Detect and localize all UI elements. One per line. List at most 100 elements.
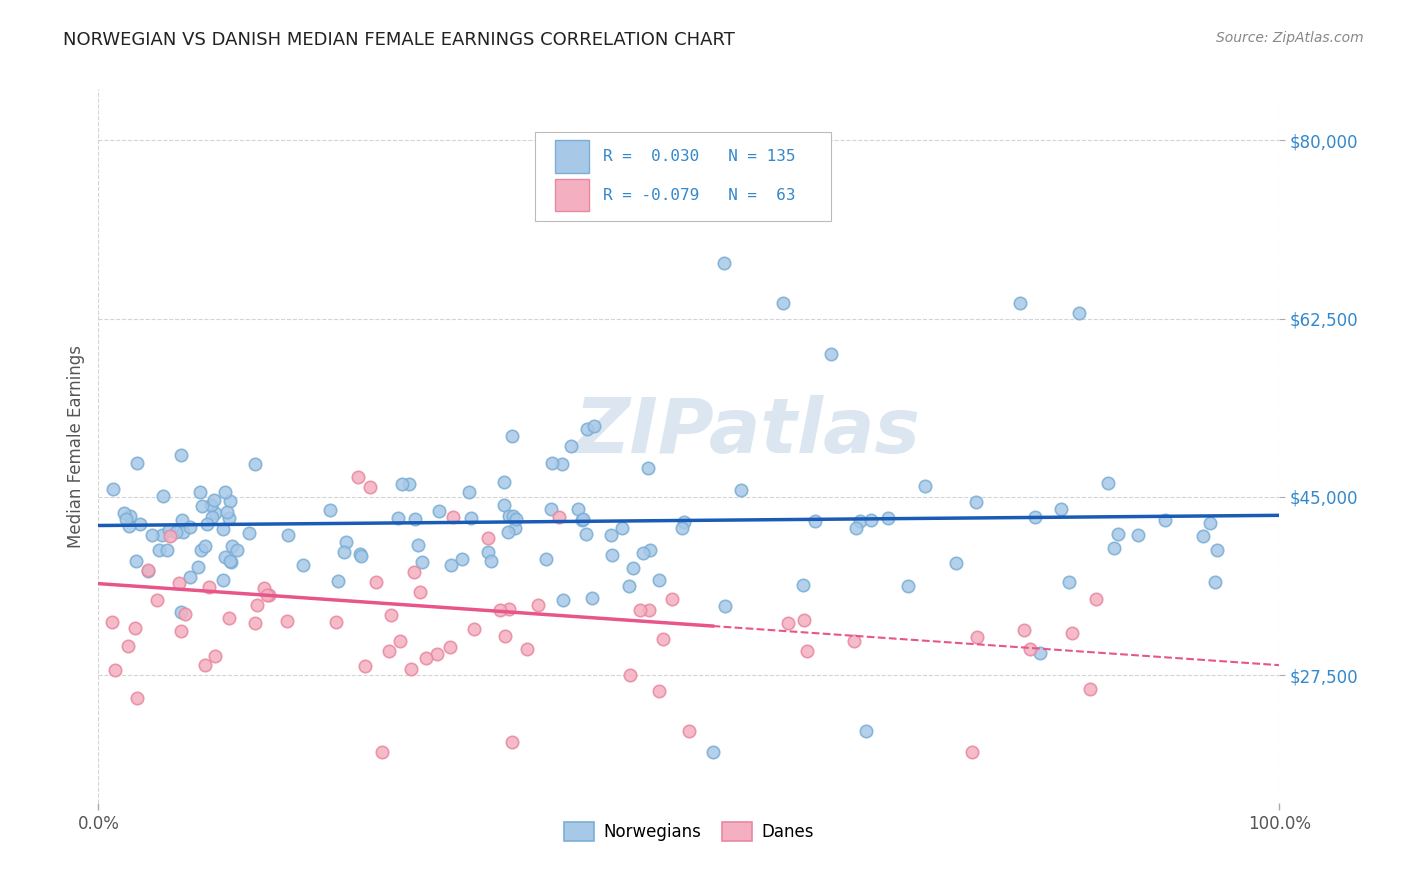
Point xyxy=(492,475,515,489)
Point xyxy=(170,605,193,619)
Point xyxy=(174,607,197,622)
Point xyxy=(218,610,240,624)
Point xyxy=(501,429,523,443)
Point xyxy=(125,690,148,705)
Point xyxy=(553,593,575,607)
Point xyxy=(148,543,170,558)
Point xyxy=(170,448,193,462)
Point xyxy=(221,540,243,554)
Point xyxy=(540,502,562,516)
Point xyxy=(962,745,984,759)
Point xyxy=(225,542,247,557)
Point xyxy=(198,580,221,594)
Point xyxy=(129,516,152,531)
Point xyxy=(494,498,516,512)
Point xyxy=(638,542,661,557)
Point xyxy=(845,521,868,535)
Point xyxy=(571,513,593,527)
Point xyxy=(477,545,499,559)
Point xyxy=(333,544,356,558)
FancyBboxPatch shape xyxy=(536,132,831,221)
Point xyxy=(567,501,589,516)
Point xyxy=(439,640,461,654)
Point xyxy=(404,511,426,525)
Point xyxy=(945,556,967,570)
Point xyxy=(101,482,124,496)
Point xyxy=(489,603,512,617)
FancyBboxPatch shape xyxy=(555,179,589,211)
Point xyxy=(581,591,603,605)
Point xyxy=(179,570,201,584)
Point xyxy=(477,531,499,545)
Point xyxy=(560,439,582,453)
Point xyxy=(277,528,299,542)
Point xyxy=(380,608,402,623)
Point xyxy=(257,588,280,602)
Point xyxy=(256,588,278,602)
Point xyxy=(170,624,193,639)
Point xyxy=(631,546,654,560)
Point xyxy=(1102,541,1125,555)
Point xyxy=(1084,591,1107,606)
Point xyxy=(118,519,141,533)
Point xyxy=(713,255,735,269)
Point xyxy=(170,513,193,527)
Point xyxy=(378,644,401,658)
FancyBboxPatch shape xyxy=(555,140,589,172)
Point xyxy=(1199,516,1222,531)
Point xyxy=(200,499,222,513)
Point xyxy=(583,418,606,433)
Point xyxy=(349,548,371,562)
Text: NORWEGIAN VS DANISH MEDIAN FEMALE EARNINGS CORRELATION CHART: NORWEGIAN VS DANISH MEDIAN FEMALE EARNIN… xyxy=(63,31,735,49)
Point xyxy=(803,515,825,529)
Point xyxy=(673,515,696,529)
Point xyxy=(648,573,671,587)
Point xyxy=(1153,513,1175,527)
Point xyxy=(219,555,242,569)
Point xyxy=(1128,527,1150,541)
Point xyxy=(335,535,357,549)
Point xyxy=(516,642,538,657)
Point xyxy=(214,549,236,564)
Point xyxy=(1019,642,1042,657)
Point xyxy=(426,647,449,661)
Point xyxy=(243,616,266,631)
Text: R =  0.030   N = 135: R = 0.030 N = 135 xyxy=(603,149,796,164)
Point xyxy=(172,524,194,539)
Point xyxy=(572,512,595,526)
Point xyxy=(859,513,882,527)
Point xyxy=(450,551,472,566)
Point xyxy=(159,529,181,543)
Point xyxy=(652,632,675,646)
Point xyxy=(246,599,269,613)
Point xyxy=(527,598,550,612)
Point xyxy=(402,565,425,579)
Point xyxy=(637,461,659,475)
Point xyxy=(276,614,298,628)
Text: R = -0.079   N =  63: R = -0.079 N = 63 xyxy=(603,187,796,202)
Point xyxy=(195,516,218,531)
Point xyxy=(897,578,920,592)
Point xyxy=(190,543,212,558)
Point xyxy=(218,510,240,524)
Point xyxy=(792,578,814,592)
Point xyxy=(914,479,936,493)
Point xyxy=(347,469,370,483)
Point xyxy=(214,485,236,500)
Point xyxy=(115,512,138,526)
Point xyxy=(1097,476,1119,491)
Point xyxy=(550,457,572,471)
Point xyxy=(125,456,148,470)
Point xyxy=(1062,626,1084,640)
Point xyxy=(623,561,645,575)
Point xyxy=(1050,501,1073,516)
Point xyxy=(212,522,235,536)
Point xyxy=(409,585,432,599)
Y-axis label: Median Female Earnings: Median Female Earnings xyxy=(66,344,84,548)
Point xyxy=(387,511,409,525)
Point xyxy=(702,745,724,759)
Point xyxy=(350,549,373,563)
Point xyxy=(855,724,877,739)
Point xyxy=(617,579,640,593)
Point xyxy=(141,528,163,542)
